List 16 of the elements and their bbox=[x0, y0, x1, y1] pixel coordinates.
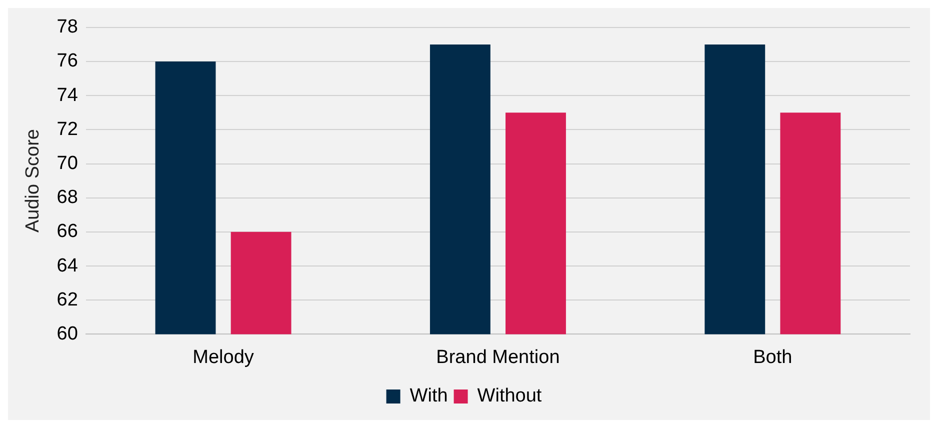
y-tick-label: 60 bbox=[56, 323, 78, 344]
legend-label: With bbox=[410, 386, 448, 407]
x-tick-label: Brand Mention bbox=[436, 346, 560, 368]
y-tick-label: 66 bbox=[56, 221, 78, 242]
y-tick-label: 64 bbox=[56, 255, 78, 276]
y-tick-label: 76 bbox=[56, 50, 78, 72]
x-tick-label: Melody bbox=[192, 346, 254, 368]
x-tick-label: Both bbox=[753, 346, 792, 368]
legend-label: Without bbox=[477, 386, 542, 407]
y-tick-label: 62 bbox=[56, 289, 78, 310]
y-tick-label: 68 bbox=[56, 187, 78, 208]
y-tick-label: 74 bbox=[56, 84, 78, 106]
y-axis-title: Audio Score bbox=[22, 129, 44, 233]
y-tick-label: 78 bbox=[56, 16, 78, 38]
y-tick-label: 70 bbox=[56, 152, 78, 174]
y-tick-label: 72 bbox=[56, 118, 78, 140]
